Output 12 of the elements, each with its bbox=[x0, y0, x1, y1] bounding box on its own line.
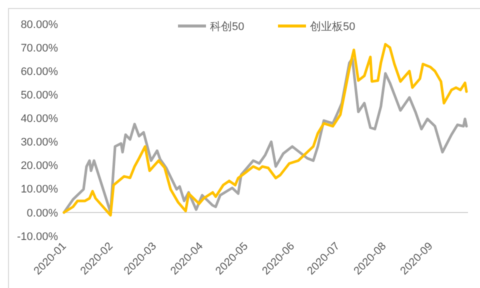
y-tick-label: 0.00% bbox=[26, 207, 58, 220]
y-tick-label: 20.00% bbox=[20, 160, 58, 172]
y-tick-label: 60.00% bbox=[20, 66, 58, 78]
y-tick-label: -10.00% bbox=[17, 230, 58, 243]
y-tick-label: 50.00% bbox=[20, 90, 58, 102]
y-tick-label: 10.00% bbox=[20, 184, 58, 196]
legend-label: 科创50 bbox=[210, 20, 244, 33]
legend-label: 创业板50 bbox=[310, 20, 356, 33]
y-tick-label: 70.00% bbox=[20, 42, 58, 54]
y-tick-label: 40.00% bbox=[20, 113, 58, 126]
y-tick-label: 80.00% bbox=[20, 18, 58, 31]
y-tick-label: 30.00% bbox=[20, 136, 58, 149]
